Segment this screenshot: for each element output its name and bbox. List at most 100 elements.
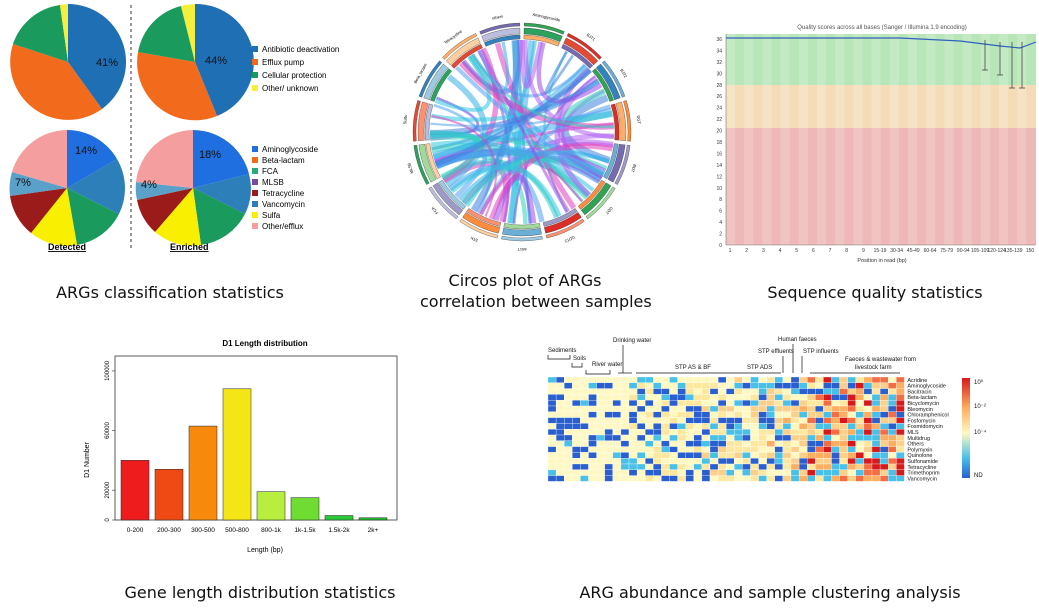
heatmap-cell (547, 434, 557, 441)
heatmap-cell (653, 376, 662, 383)
heatmap-cell (547, 405, 557, 412)
heatmap-cell (564, 440, 573, 447)
heatmap-cell (669, 429, 678, 436)
heatmap-cell (604, 382, 613, 389)
heatmap-cell (588, 394, 597, 401)
heatmap-cell (709, 417, 719, 424)
group-livestock-1: Faeces & wastewater from (845, 357, 916, 363)
heatmap-cell (596, 405, 605, 412)
heatmap-cell (734, 423, 743, 430)
group-stp-influents: STP influents (803, 349, 839, 355)
heatmap-cell (823, 458, 832, 465)
quality-xtick-label: 30-34 (890, 248, 903, 254)
circos-segment (563, 37, 599, 66)
legend-tetracycline: Tetracycline (262, 189, 305, 198)
heatmap-cell (628, 458, 638, 465)
heatmap-cell (726, 469, 735, 476)
heatmap-row-label: Bacitracin (907, 389, 931, 395)
heatmap-cell (896, 388, 905, 395)
heatmap-cell (564, 411, 573, 418)
heatmap-cell (555, 382, 565, 389)
circos-segment (580, 182, 612, 216)
heatmap-cell (709, 440, 719, 447)
heatmap-cell (815, 400, 824, 407)
heatmap-cell (620, 434, 630, 441)
heatmap-cell (888, 440, 897, 447)
pie-bottom-detected-label: 14% (75, 145, 97, 157)
heatmap-cell (717, 423, 727, 430)
heatmap-cell (645, 388, 654, 395)
heatmap-cell (564, 475, 573, 482)
heatmap-cell (758, 417, 767, 424)
heatmap-cell (645, 417, 654, 424)
heatmap-cell (572, 440, 581, 447)
heatmap-cell (564, 388, 573, 395)
heatmap-cell (896, 440, 905, 447)
quality-ytick-label: 16 (716, 151, 722, 157)
heatmap-cell (693, 463, 703, 470)
heatmap-cell (661, 469, 670, 476)
circos-segment (466, 208, 502, 227)
heatmap-cell (580, 446, 589, 453)
quality-xtick-label: 3 (762, 248, 765, 254)
heatmap-cell (572, 446, 581, 453)
heatmap-cell (620, 388, 630, 395)
heatmap-cell (685, 458, 694, 465)
heatmap-cell (823, 382, 832, 389)
heatmap-cell (580, 400, 589, 407)
heatmap-cell (669, 417, 678, 424)
heatmap-cell (588, 463, 597, 470)
heatmap-cell (645, 446, 654, 453)
heatmap-cell (612, 400, 622, 407)
heatmap-cell (726, 446, 735, 453)
heatmap-cell (709, 429, 719, 436)
heatmap-cell (839, 388, 848, 395)
circos-chord (445, 74, 488, 188)
heatmap-row-label: Sulfonamide (907, 459, 938, 465)
heatmap-cell (636, 388, 646, 395)
heatmap-cell (717, 388, 727, 395)
heatmap-cell (888, 423, 897, 430)
heatmap-cell (896, 452, 905, 459)
circos-label: Aminoglycoside (532, 12, 561, 23)
heatmap-cell (620, 446, 630, 453)
heatmap-cell (604, 469, 613, 476)
heatmap-cell (677, 400, 686, 407)
heatmap-cell (734, 446, 743, 453)
heatmap-cell (750, 400, 759, 407)
heatmap-cell (734, 394, 743, 401)
heatmap-cell (863, 411, 873, 418)
heatmap-cell (645, 400, 654, 407)
heatmap-cell (588, 475, 597, 482)
heatmap-cell (734, 382, 743, 389)
quality-xtick-label: 4 (779, 248, 782, 254)
heatmap-cell (774, 382, 784, 389)
heatmap-cell (774, 469, 784, 476)
bar-800-1k (256, 491, 286, 521)
heatmap-cell (879, 417, 889, 424)
heatmap-cell (790, 405, 800, 412)
heatmap-cell (798, 475, 808, 482)
heatmap-cell (645, 463, 654, 470)
heatmap-cell (839, 458, 848, 465)
heatmap-cell (645, 376, 654, 383)
heatmap-cell (734, 417, 743, 424)
heatmap-cell (677, 417, 686, 424)
heatmap-cell (580, 429, 589, 436)
heatmap-cell (896, 411, 905, 418)
quality-ytick-label: 18 (716, 140, 722, 146)
heatmap-cell (693, 411, 703, 418)
heatmap-cell (596, 452, 605, 459)
heatmap-cell (604, 434, 613, 441)
heatmap-cell (782, 475, 792, 482)
heatmap-row-label: Quinolone (907, 453, 932, 459)
heatmap-cell (612, 463, 622, 470)
heatmap-cell (750, 463, 759, 470)
heatmap-cell (734, 411, 743, 418)
heatmap-cell (709, 423, 719, 430)
heatmap-cell (572, 458, 581, 465)
heatmap-cell (734, 440, 743, 447)
heatmap-cell (628, 446, 638, 453)
heatmap-cell (750, 440, 759, 447)
quality-ytick-label: 6 (719, 209, 722, 215)
